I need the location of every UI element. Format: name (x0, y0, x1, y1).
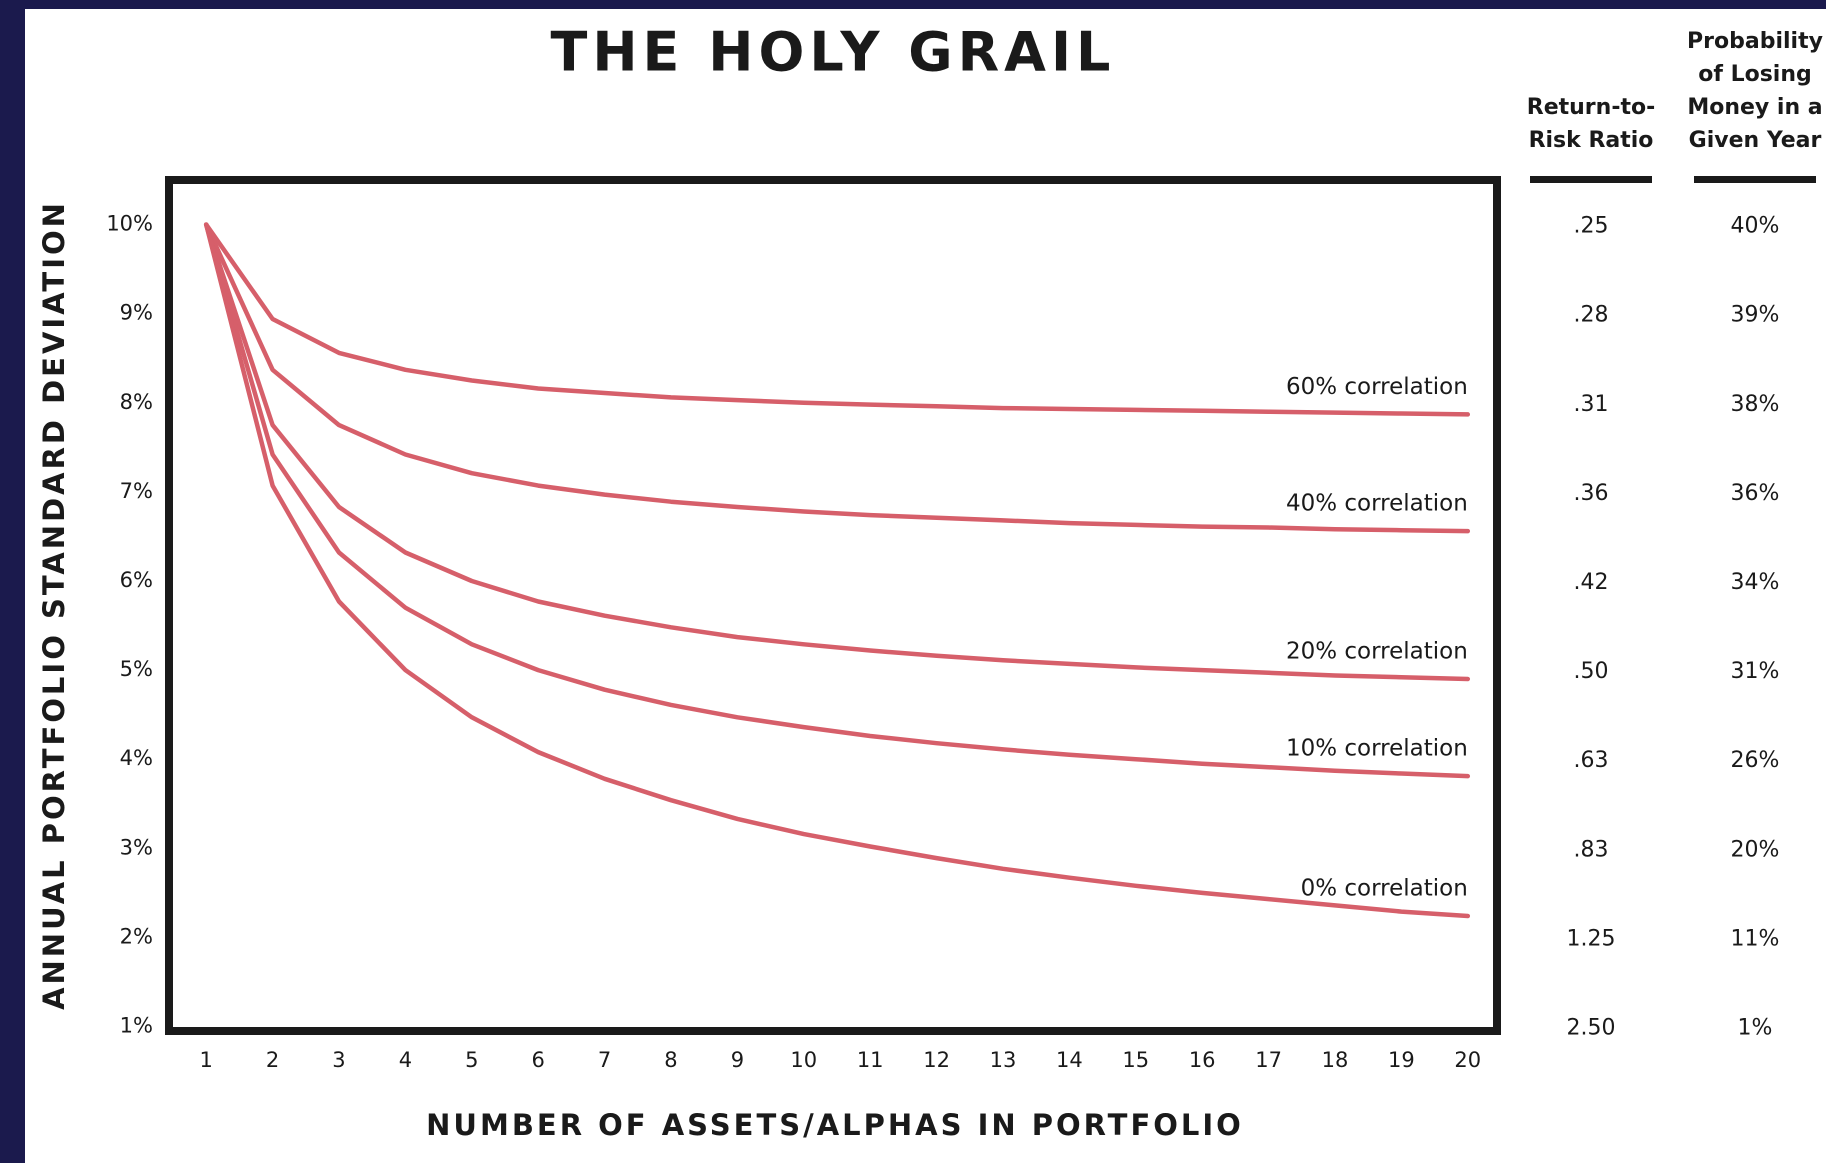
y-tick-label: 8% (120, 390, 153, 414)
y-tick-label: 2% (120, 924, 153, 948)
y-tick-label: 5% (120, 657, 153, 681)
y-tick-label: 7% (120, 479, 153, 503)
y-tick-label: 1% (120, 1014, 153, 1038)
y-tick-label: 10% (106, 212, 153, 236)
x-tick-label: 20 (1454, 1048, 1481, 1072)
series-label: 20% correlation (1286, 639, 1468, 665)
table-cell: .63 (1574, 748, 1609, 773)
column-header: Return-to- (1527, 95, 1655, 120)
table-cell: 39% (1731, 303, 1780, 328)
series-label: 40% correlation (1286, 491, 1468, 517)
series-label: 60% correlation (1286, 374, 1468, 400)
column-header: Money in a (1687, 95, 1822, 120)
column-header: Given Year (1689, 128, 1822, 153)
table-cell: .28 (1574, 303, 1609, 328)
plot-frame (165, 176, 1501, 1035)
x-tick-label: 14 (1056, 1048, 1083, 1072)
series-line (203, 222, 1471, 682)
x-tick-label: 13 (990, 1048, 1017, 1072)
chart-title: THE HOLY GRAIL (551, 21, 1116, 84)
table-cell: 20% (1731, 837, 1780, 862)
x-tick-label: 11 (857, 1048, 884, 1072)
table-cell: .50 (1574, 659, 1609, 684)
x-tick-label: 10 (790, 1048, 817, 1072)
table-cell: .36 (1574, 481, 1609, 506)
x-tick-label: 12 (923, 1048, 950, 1072)
y-tick-label: 4% (120, 746, 153, 770)
table-cell: 36% (1731, 481, 1780, 506)
x-tick-label: 5 (465, 1048, 478, 1072)
x-tick-label: 19 (1388, 1048, 1415, 1072)
x-tick-label: 17 (1255, 1048, 1282, 1072)
series-line (203, 222, 1471, 534)
y-tick-label: 3% (120, 835, 153, 859)
x-tick-label: 7 (598, 1048, 611, 1072)
x-tick-label: 9 (731, 1048, 744, 1072)
series-line (203, 222, 1471, 417)
series-line (203, 222, 1471, 919)
table-cell: .42 (1574, 570, 1609, 595)
table-cell: 34% (1731, 570, 1780, 595)
table-cell: .25 (1574, 214, 1609, 239)
column-header: Probability (1687, 29, 1823, 54)
panel (25, 9, 1826, 1163)
y-axis-title: ANNUAL PORTFOLIO STANDARD DEVIATION (37, 200, 71, 1010)
header-rule (1694, 176, 1816, 183)
x-tick-label: 4 (399, 1048, 412, 1072)
table-cell: 40% (1731, 214, 1780, 239)
series-label: 0% correlation (1301, 876, 1468, 902)
x-tick-label: 6 (531, 1048, 544, 1072)
table-cell: 1% (1738, 1016, 1773, 1041)
table-cell: 11% (1731, 926, 1780, 951)
table-cell: 31% (1731, 659, 1780, 684)
x-axis-title: NUMBER OF ASSETS/ALPHAS IN PORTFOLIO (426, 1108, 1244, 1142)
table-cell: 2.50 (1567, 1016, 1616, 1041)
x-tick-label: 3 (332, 1048, 345, 1072)
table-cell: .83 (1574, 837, 1609, 862)
table-cell: 26% (1731, 748, 1780, 773)
y-tick-label: 6% (120, 568, 153, 592)
column-header: of Losing (1698, 62, 1812, 87)
x-tick-label: 1 (199, 1048, 212, 1072)
table-cell: 1.25 (1567, 926, 1616, 951)
table-cell: 38% (1731, 392, 1780, 417)
series-line (203, 222, 1471, 779)
y-tick-label: 9% (120, 301, 153, 325)
column-header: Risk Ratio (1529, 128, 1654, 153)
header-rule (1530, 176, 1652, 183)
table-cell: .31 (1574, 392, 1609, 417)
x-tick-label: 2 (266, 1048, 279, 1072)
x-tick-label: 16 (1189, 1048, 1216, 1072)
series-label: 10% correlation (1286, 736, 1468, 762)
x-tick-label: 18 (1322, 1048, 1349, 1072)
x-tick-label: 8 (664, 1048, 677, 1072)
x-tick-label: 15 (1122, 1048, 1149, 1072)
